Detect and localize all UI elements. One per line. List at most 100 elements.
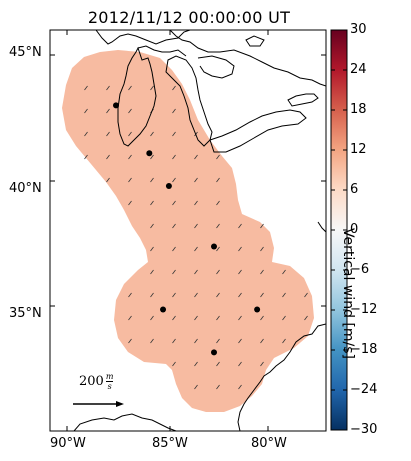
station-dot	[211, 349, 217, 356]
wind-barb	[238, 361, 242, 367]
colorbar-tick-label: 24	[350, 62, 367, 77]
wind-barb	[238, 292, 242, 298]
wind-barb	[194, 269, 198, 275]
wind-barb	[150, 246, 154, 252]
wind-barb	[106, 108, 110, 114]
wind-barb	[172, 223, 176, 229]
axis-ticks	[50, 30, 326, 431]
wind-barb	[216, 200, 220, 206]
wind-barb	[172, 154, 176, 160]
wind-barb	[150, 315, 154, 321]
scale-arrow	[73, 401, 124, 407]
wind-barb	[172, 131, 176, 137]
wind-barb	[282, 292, 286, 298]
colorbar-tick-label: 18	[350, 102, 367, 117]
wind-barb	[216, 292, 220, 298]
wind-barb	[172, 338, 176, 344]
wind-barb	[128, 177, 132, 183]
wind-barb	[194, 223, 198, 229]
wind-barb	[194, 315, 198, 321]
scale-value: 200	[79, 374, 104, 389]
wind-barb	[260, 223, 264, 229]
wind-barb	[304, 315, 308, 321]
scale-arrow-label: 200 m s	[79, 372, 114, 391]
wind-barb	[194, 338, 198, 344]
wind-barb	[260, 338, 264, 344]
wind-barb	[150, 269, 154, 275]
lake-nipissing	[245, 35, 265, 47]
wind-barb	[172, 177, 176, 183]
lat-label-35: 35°N	[9, 306, 42, 321]
wind-barb	[216, 361, 220, 367]
wind-barb	[238, 315, 242, 321]
wind-barb	[238, 246, 242, 252]
colorbar-tick-label: −12	[350, 302, 378, 317]
station-dot	[211, 243, 217, 250]
colorbar-tick-label: −24	[350, 382, 378, 397]
wind-barb	[304, 292, 308, 298]
upper-peninsula-shore	[137, 45, 187, 57]
plot-title: 2012/11/12 00:00:00 UT	[87, 8, 291, 27]
colorbar-tick-label: −18	[350, 342, 378, 357]
wind-barb	[194, 154, 198, 160]
colorbar-title: Vertical wind [m/s]	[340, 228, 356, 359]
wind-barb	[260, 361, 264, 367]
coastlines	[73, 30, 326, 431]
wind-barb	[150, 223, 154, 229]
lake-superior-shore	[95, 30, 191, 45]
station-dot	[254, 306, 261, 313]
wind-barb	[150, 200, 154, 206]
lake-erie-shore	[209, 109, 307, 153]
wind-barb	[172, 85, 176, 91]
wind-barb	[282, 338, 286, 344]
colorbar-tick-label: 12	[350, 142, 367, 157]
wind-barb	[150, 131, 154, 137]
lon-label-90: 90°W	[50, 436, 86, 451]
wind-barb	[84, 154, 88, 160]
wind-barb	[216, 269, 220, 275]
wind-barb	[128, 292, 132, 298]
colorbar-tick-label: 0	[350, 222, 359, 237]
coverage-area	[62, 50, 314, 412]
colorbar-tick-label: 30	[350, 22, 367, 37]
wind-barb	[216, 338, 220, 344]
wind-barb	[172, 108, 176, 114]
wind-barb	[106, 154, 110, 160]
wind-barb	[216, 223, 220, 229]
wind-barb	[238, 269, 242, 275]
scale-unit-denominator: s	[105, 381, 114, 391]
wind-barb	[238, 338, 242, 344]
wind-barb	[260, 292, 264, 298]
gulf-coast	[73, 413, 177, 431]
lon-label-80: 80°W	[251, 436, 287, 451]
wind-barb	[172, 292, 176, 298]
wind-barb	[216, 246, 220, 252]
radar-stations	[113, 102, 261, 356]
lon-label-85: 85°W	[152, 436, 188, 451]
wind-barb	[194, 361, 198, 367]
wind-barb	[128, 85, 132, 91]
wind-barb	[194, 200, 198, 206]
wind-barb	[106, 85, 110, 91]
station-dot	[146, 150, 153, 157]
scale-unit-numerator: m	[105, 372, 114, 381]
wind-barb	[172, 269, 176, 275]
station-dot	[113, 102, 119, 109]
wind-barb	[260, 246, 264, 252]
wind-barb	[260, 315, 264, 321]
wind-barb	[194, 384, 198, 390]
lat-label-40: 40°N	[9, 181, 42, 196]
wind-barb	[150, 292, 154, 298]
wind-barb	[172, 200, 176, 206]
wind-barb	[238, 223, 242, 229]
wind-barb	[128, 200, 132, 206]
wind-barb	[216, 315, 220, 321]
wind-barb	[106, 177, 110, 183]
map-frame	[49, 29, 327, 432]
wind-barb	[216, 154, 220, 160]
wind-barb	[84, 85, 88, 91]
wind-barb	[150, 154, 154, 160]
wind-barb	[194, 292, 198, 298]
